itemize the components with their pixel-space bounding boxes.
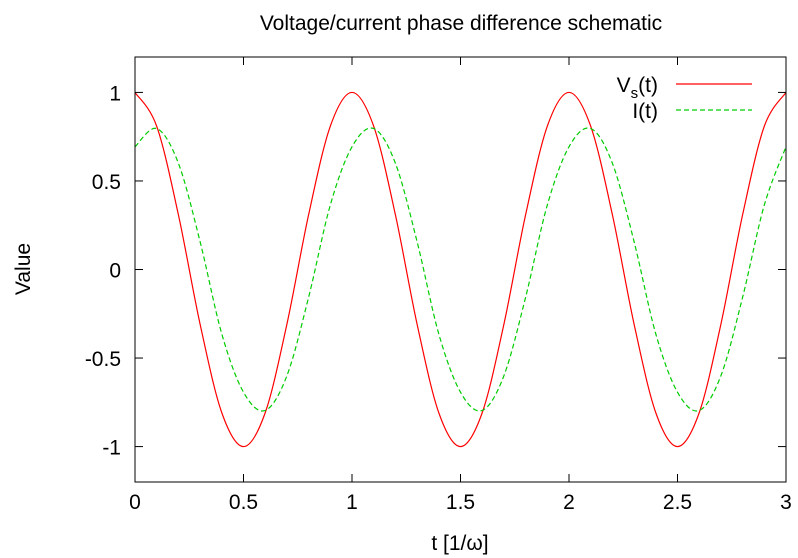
legend-label-current: I(t) bbox=[632, 100, 658, 123]
plot-series bbox=[134, 91, 787, 448]
y-axis-label: Value bbox=[12, 243, 35, 295]
x-tick-label: 0 bbox=[129, 491, 141, 514]
x-tick-label: 1 bbox=[346, 491, 358, 514]
legend-label-subscript: s bbox=[631, 85, 639, 102]
y-tick-label: 0.5 bbox=[92, 171, 121, 194]
x-tick-label: 1.5 bbox=[446, 491, 475, 514]
series-current-line bbox=[134, 127, 787, 412]
x-tick-label: 2.5 bbox=[663, 491, 692, 514]
legend-label-main: V bbox=[617, 74, 631, 97]
legend: Vs(t)I(t) bbox=[617, 74, 752, 123]
legend-label-main: I(t) bbox=[632, 100, 658, 123]
x-tick-label: 2 bbox=[563, 491, 575, 514]
y-tick-label: -1 bbox=[102, 437, 121, 460]
x-axis-label: t [1/ω] bbox=[431, 532, 488, 555]
legend-label-vs: Vs(t) bbox=[617, 74, 658, 102]
series-vs-line bbox=[134, 91, 787, 448]
y-tick-label: 0 bbox=[109, 260, 121, 283]
y-tick-label: -0.5 bbox=[85, 348, 121, 371]
x-tick-label: 3 bbox=[780, 491, 792, 514]
chart-title: Voltage/current phase difference schemat… bbox=[260, 12, 662, 35]
legend-label-suffix: (t) bbox=[638, 74, 658, 97]
y-tick-label: 1 bbox=[109, 82, 121, 105]
x-tick-label: 0.5 bbox=[229, 491, 258, 514]
axis-ticks: 0 0.5 1 1.5 2 2.5 3 1 0.5 0 -0.5 -1 bbox=[85, 57, 792, 514]
plot-frame bbox=[134, 56, 787, 483]
